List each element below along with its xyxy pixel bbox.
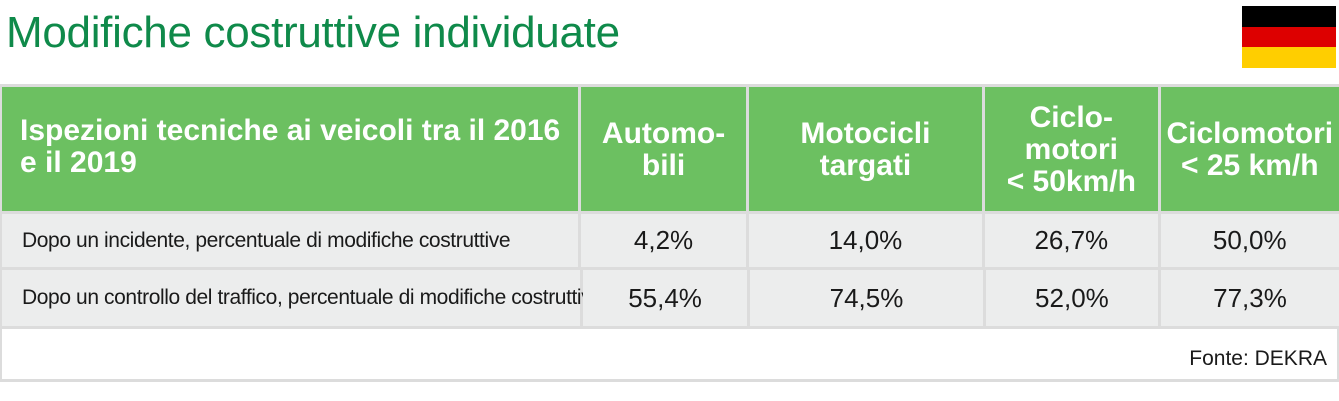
value-cell: 52,0% [985,270,1158,326]
header-cell-mopeds-25: Ciclomotori < 25 km/h [1160,87,1339,211]
flag-stripe-gold [1242,47,1336,69]
value-cell: 14,0% [748,214,983,267]
value-cell: 50,0% [1160,214,1339,267]
header-cell-cars: Automo- bili [581,87,746,211]
germany-flag-icon [1242,6,1336,69]
flag-stripe-red [1242,26,1336,48]
table-header-row: Ispezioni tecniche ai veicoli tra il 201… [2,87,1339,211]
value-cell: 4,2% [581,214,746,267]
table-row: Dopo un incidente, percentuale di modifi… [2,214,1339,267]
header-label-mopeds-50: Ciclo- motori < 50km/h [1006,101,1136,198]
header-label-mopeds-25: Ciclomotori < 25 km/h [1166,117,1334,182]
header-cell-mopeds-50: Ciclo- motori < 50km/h [985,87,1158,211]
source-note: Fonte: DEKRA [1189,347,1327,370]
row-label: Dopo un controllo del traffico, percentu… [2,270,603,326]
header-cell-motorcycles: Motocicli targati [748,87,983,211]
value-cell: 77,3% [1160,270,1339,326]
page-title: Modifiche costruttive individuate [6,8,620,57]
header-label-motorcycles: Motocicli targati [800,117,931,182]
table-footer: Fonte: DEKRA [2,329,1337,379]
value-cell: 26,7% [985,214,1158,267]
value-cell: 55,4% [583,270,748,326]
flag-stripe-black [1242,6,1336,27]
table-row: Dopo un controllo del traffico, percentu… [2,270,1339,326]
header-label-cars: Automo- bili [601,117,726,182]
value-cell: 74,5% [750,270,983,326]
header-cell-inspections: Ispezioni tecniche ai veicoli tra il 201… [2,87,579,211]
row-label: Dopo un incidente, percentuale di modifi… [2,214,579,267]
